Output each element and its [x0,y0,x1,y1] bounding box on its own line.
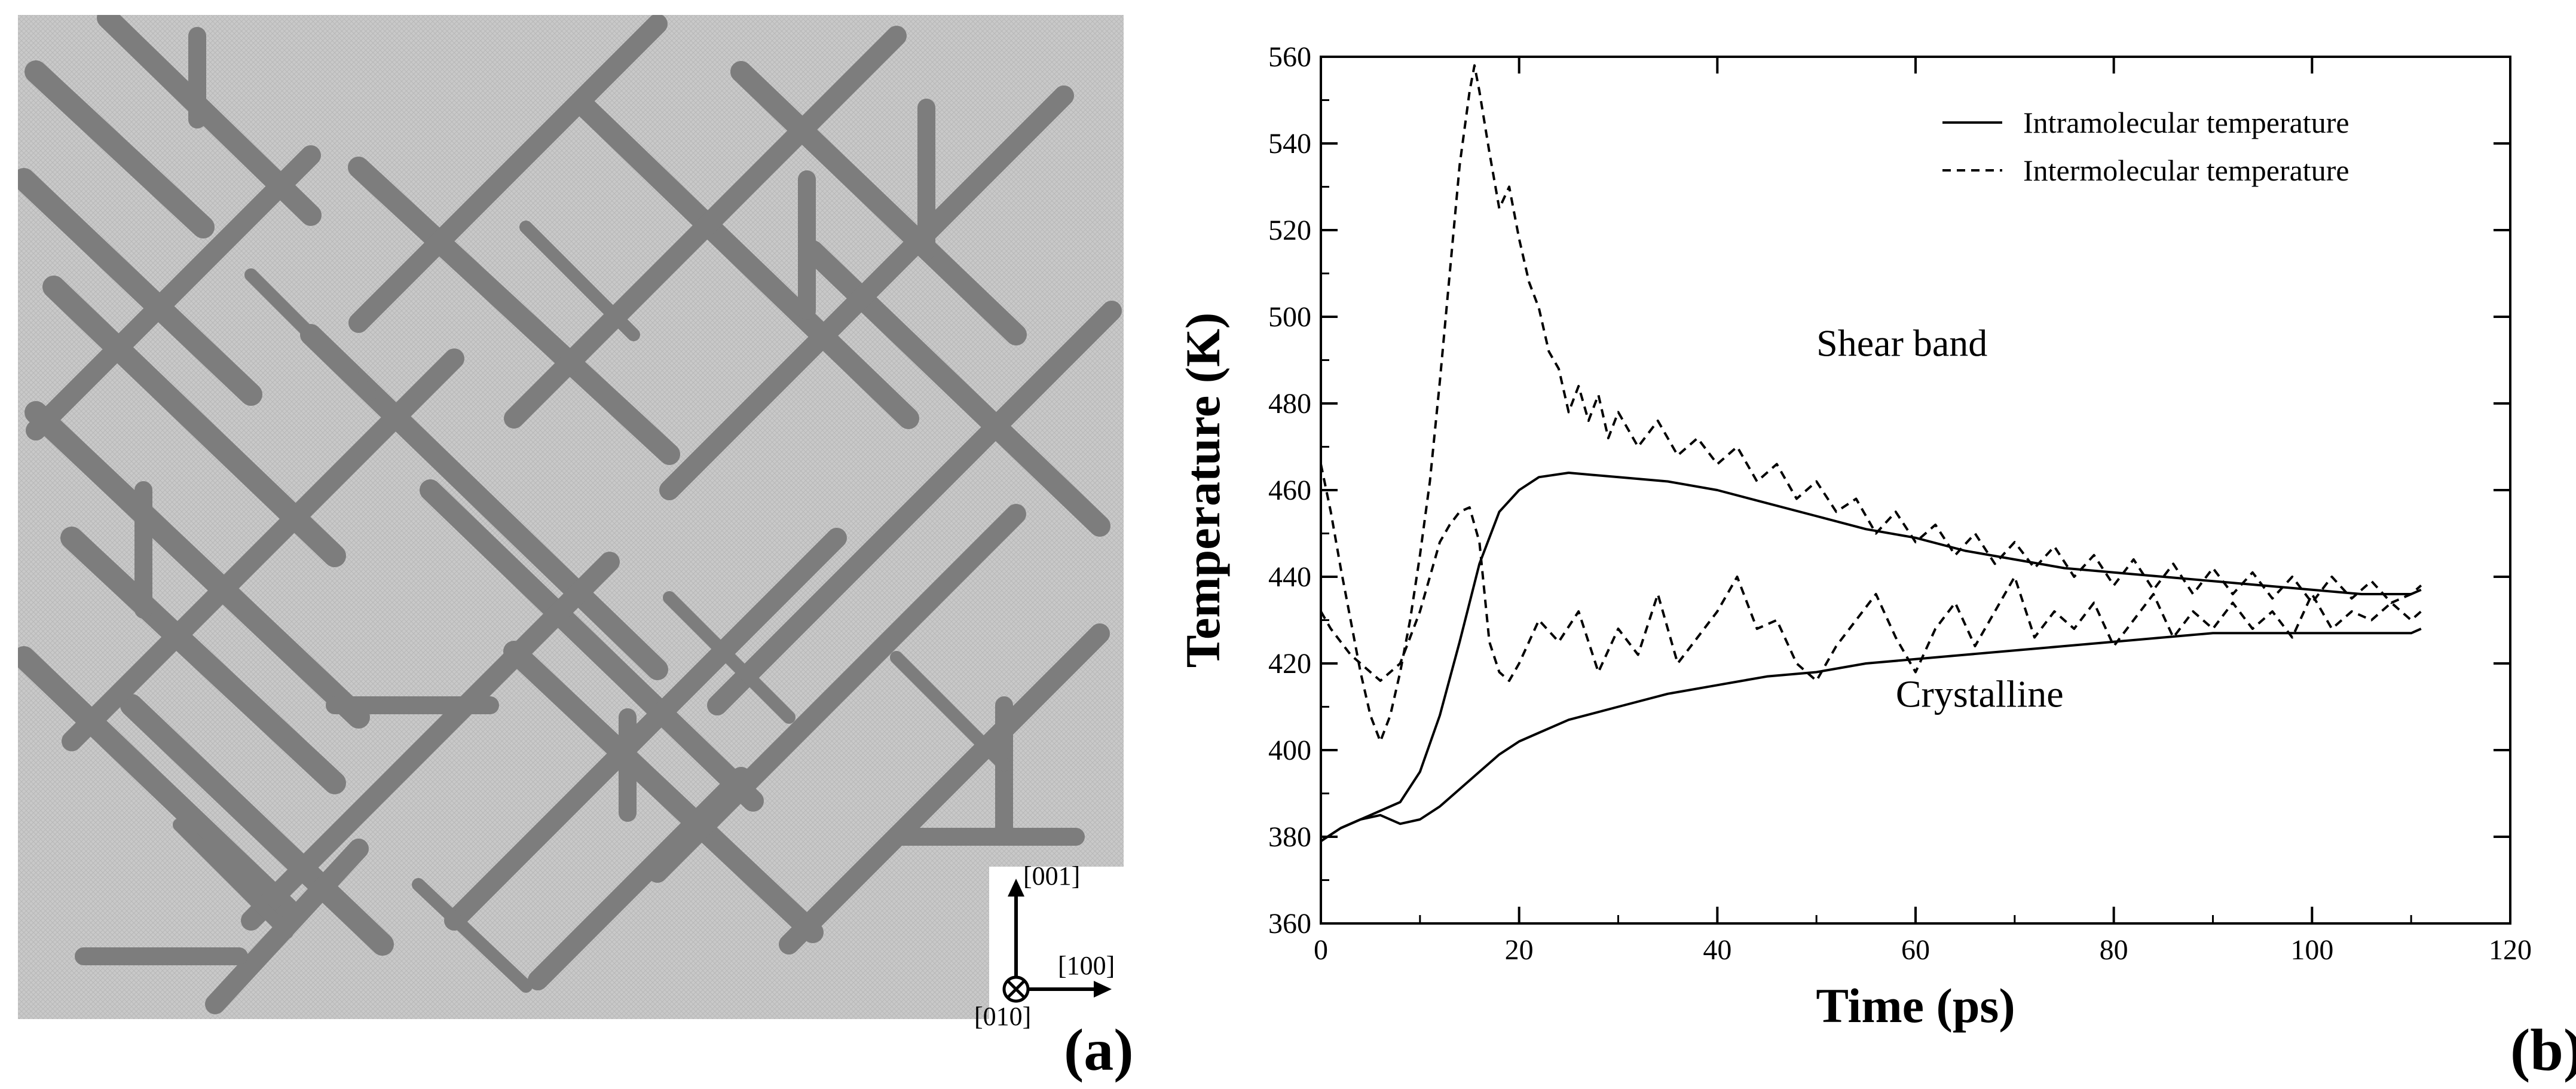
axis-010-label: [010] [974,1002,1031,1031]
axis-010-cross [1006,980,1026,999]
series-layer [1320,64,2422,842]
x-axis-label: Time (ps) [1816,978,2015,1033]
y-tick-label: 540 [1268,128,1311,160]
axis-001-arrowhead [1008,879,1024,897]
y-tick-label: 420 [1268,648,1311,680]
crystal-axes-triad: [001] [100] [010] [974,861,1130,1031]
x-tick-label: 100 [2290,934,2333,966]
y-tick-label: 460 [1268,475,1311,506]
y-tick-label: 360 [1268,908,1311,940]
axis-100-label: [100] [1058,951,1115,980]
annotation-shear-band: Shear band [1816,322,1987,364]
series-line-3 [1320,64,2422,743]
x-tick-label: 20 [1505,934,1534,966]
y-axis-label: Temperature (K) [1176,313,1230,668]
legend-intermolecular-label: Intermolecular temperature [2023,154,2349,187]
y-tick-label: 480 [1268,388,1311,420]
panel-b-label: (b) [2510,1017,2576,1083]
x-tick-label: 120 [2489,934,2532,966]
x-tick-label: 0 [1314,934,1328,966]
y-tick-label: 560 [1268,41,1311,73]
x-tick-label: 60 [1901,934,1930,966]
y-tick-label: 400 [1268,735,1311,766]
x-tick-label: 80 [2100,934,2128,966]
series-line-1 [1320,472,2422,842]
y-tick-label: 520 [1268,215,1311,246]
panel-a: [001] [100] [010] (a) [0,0,1171,1087]
axis-001-label: [001] [1023,861,1080,891]
y-tick-label: 380 [1268,821,1311,853]
legend: Intramolecular temperature Intermolecula… [1942,106,2349,187]
series-line-4 [1320,506,2422,682]
x-tick-label: 40 [1703,934,1731,966]
annotation-crystalline: Crystalline [1896,673,2064,715]
ticks-layer: 0 20 40 60 80 100 120 360 380 400 420 440 460 480 500 5… [1268,41,2532,966]
shear-bands [18,15,1122,1014]
y-tick-label: 500 [1268,301,1311,333]
temperature-chart: 0 20 40 60 80 100 120 360 380 400 420 440 460 480 500 5… [1176,41,2576,1083]
series-line-2 [1320,628,2422,842]
microstructure-background [18,15,1124,1019]
panel-a-label: (a) [1064,1017,1134,1083]
panel-b: 0 20 40 60 80 100 120 360 380 400 420 440 460 480 500 5… [1171,0,2576,1087]
y-tick-label: 440 [1268,561,1311,593]
legend-intramolecular-label: Intramolecular temperature [2023,106,2349,139]
axis-100-arrowhead [1094,981,1112,998]
microstructure-image: [001] [100] [010] (a) [18,15,1134,1083]
